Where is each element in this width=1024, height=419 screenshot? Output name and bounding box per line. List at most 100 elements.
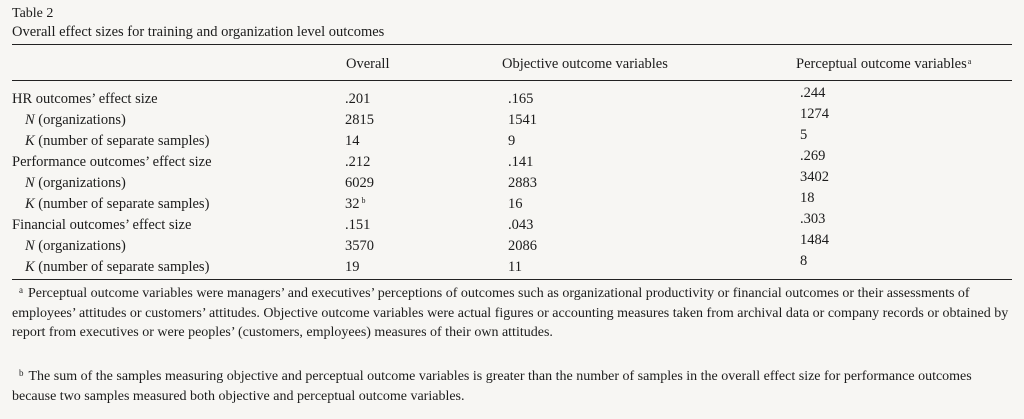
cell-objective: 16 — [508, 196, 523, 213]
table-row: HR outcomes’ effect size .201 .165 .244 — [12, 85, 1012, 112]
cell-objective-value: .165 — [508, 91, 534, 107]
cell-objective: .043 — [508, 217, 533, 234]
cell-perceptual: 8 — [800, 253, 807, 270]
cell-overall: .151 — [345, 217, 370, 234]
footnote-a: a Perceptual outcome variables were manag… — [12, 284, 1017, 342]
table-row: Financial outcomes’ effect size .151 .043.… — [12, 211, 1012, 238]
variable-description: (number of separate samples) — [34, 133, 210, 149]
cell-perceptual-value: 1274 — [800, 106, 829, 122]
table-caption: Overall effect sizes for training and or… — [12, 24, 385, 40]
row-label: N (organizations) — [25, 175, 126, 192]
cell-perceptual: 3402 — [800, 169, 829, 186]
cell-objective: 11 — [508, 259, 522, 276]
cell-objective: 2883 — [508, 175, 537, 192]
table-row: K (number of separate samples) 14 9 5 — [12, 127, 1012, 154]
table-row: N (organizations) 2815 1541 1274 — [12, 106, 1012, 133]
cell-perceptual-value: .269 — [800, 148, 826, 164]
cell-overall: 2815 — [345, 112, 374, 129]
footnote-b: b The sum of the samples measuring object… — [12, 367, 1017, 406]
cell-perceptual: 1484 — [800, 232, 829, 249]
cell-overall-value: 3570 — [345, 238, 374, 254]
table-row: N (organizations) 3570 2086 1484 — [12, 232, 1012, 259]
row-label: Performance outcomes’ effect size — [12, 154, 212, 170]
row-label: N (organizations) — [25, 112, 126, 129]
cell-objective-value: .141 — [508, 154, 534, 170]
cell-perceptual: 5 — [800, 127, 807, 144]
cell-perceptual-value: 1484 — [800, 232, 829, 248]
variable-symbol: K — [25, 133, 35, 149]
cell-objective-value: 1541 — [508, 112, 537, 128]
cell-overall: 3570 — [345, 238, 374, 255]
header-rule — [12, 80, 1012, 81]
cell-objective-value: 16 — [508, 196, 523, 212]
cell-objective-value: 2086 — [508, 238, 537, 254]
table-label: Table 2 — [12, 6, 54, 21]
cell-perceptual-value: .244 — [800, 85, 826, 101]
variable-symbol: N — [25, 112, 35, 128]
cell-overall-value: .212 — [345, 154, 371, 170]
cell-overall-value: .151 — [345, 217, 371, 233]
cell-overall-value: 2815 — [345, 112, 374, 128]
cell-overall: .201 — [345, 91, 370, 108]
cell-perceptual-value: .303 — [800, 211, 826, 227]
cell-objective: .141 — [508, 154, 533, 171]
cell-perceptual: .303 — [800, 211, 825, 228]
cell-objective-value: .043 — [508, 217, 534, 233]
variable-symbol: N — [25, 175, 35, 191]
row-label: N (organizations) — [25, 238, 126, 255]
row-label: K (number of separate samples) — [25, 133, 209, 150]
cell-overall: 32 b — [345, 196, 366, 213]
cell-perceptual: .244 — [800, 85, 825, 102]
column-header-objective: Objective outcome variables — [502, 56, 668, 72]
variable-description: (number of separate samples) — [34, 259, 210, 275]
footnote-b-text: The sum of the samples measuring objecti… — [12, 369, 972, 404]
variable-description: (organizations) — [34, 175, 126, 191]
table-row: N (organizations) 6029 2883 3402 — [12, 169, 1012, 196]
variable-description: (organizations) — [34, 112, 126, 128]
bottom-rule — [12, 279, 1012, 280]
cell-objective: 1541 — [508, 112, 537, 129]
cell-perceptual-value: 8 — [800, 253, 808, 269]
variable-symbol: N — [25, 238, 35, 254]
cell-objective: .165 — [508, 91, 533, 108]
top-rule — [12, 44, 1012, 45]
column-header-overall: Overall — [346, 56, 390, 72]
cell-objective-value: 2883 — [508, 175, 537, 191]
cell-perceptual-value: 18 — [800, 190, 815, 206]
row-label: Financial outcomes’ effect size — [12, 217, 192, 233]
cell-objective-value: 9 — [508, 133, 516, 149]
cell-overall-value: 32 — [345, 196, 360, 212]
cell-perceptual: 18 — [800, 190, 815, 207]
row-label: K (number of separate samples) — [25, 196, 209, 213]
cell-overall-value: 14 — [345, 133, 360, 149]
table-row: Performance outcomes’ effect size .212 .14… — [12, 148, 1012, 175]
cell-overall-value: 6029 — [345, 175, 374, 191]
cell-overall: 6029 — [345, 175, 374, 192]
variable-symbol: K — [25, 259, 35, 275]
cell-overall: 19 — [345, 259, 360, 276]
cell-objective: 2086 — [508, 238, 537, 255]
cell-overall: .212 — [345, 154, 370, 171]
footnote-a-text: Perceptual outcome variables were manage… — [12, 286, 1009, 340]
cell-objective: 9 — [508, 133, 515, 150]
footnote-marker-b: b — [361, 196, 366, 205]
cell-perceptual: 1274 — [800, 106, 829, 123]
table-row: K (number of separate samples) 32 b 16 18 — [12, 190, 1012, 217]
footnote-marker-a: a — [967, 57, 972, 66]
cell-perceptual-value: 5 — [800, 127, 808, 143]
variable-description: (organizations) — [34, 238, 126, 254]
table-row: K (number of separate samples) 19 11 8 — [12, 253, 1012, 280]
variable-symbol: K — [25, 196, 35, 212]
cell-perceptual-value: 3402 — [800, 169, 829, 185]
footnote-b-mark: b — [19, 368, 24, 378]
row-label: HR outcomes’ effect size — [12, 91, 158, 107]
cell-overall: 14 — [345, 133, 360, 150]
cell-overall-value: 19 — [345, 259, 360, 275]
cell-overall-value: .201 — [345, 91, 371, 107]
cell-objective-value: 11 — [508, 259, 522, 275]
footnote-a-mark: a — [19, 285, 23, 295]
cell-perceptual: .269 — [800, 148, 825, 165]
variable-description: (number of separate samples) — [34, 196, 210, 212]
row-label: K (number of separate samples) — [25, 259, 209, 276]
column-header-perceptual: Perceptual outcome variablesa — [796, 56, 972, 72]
